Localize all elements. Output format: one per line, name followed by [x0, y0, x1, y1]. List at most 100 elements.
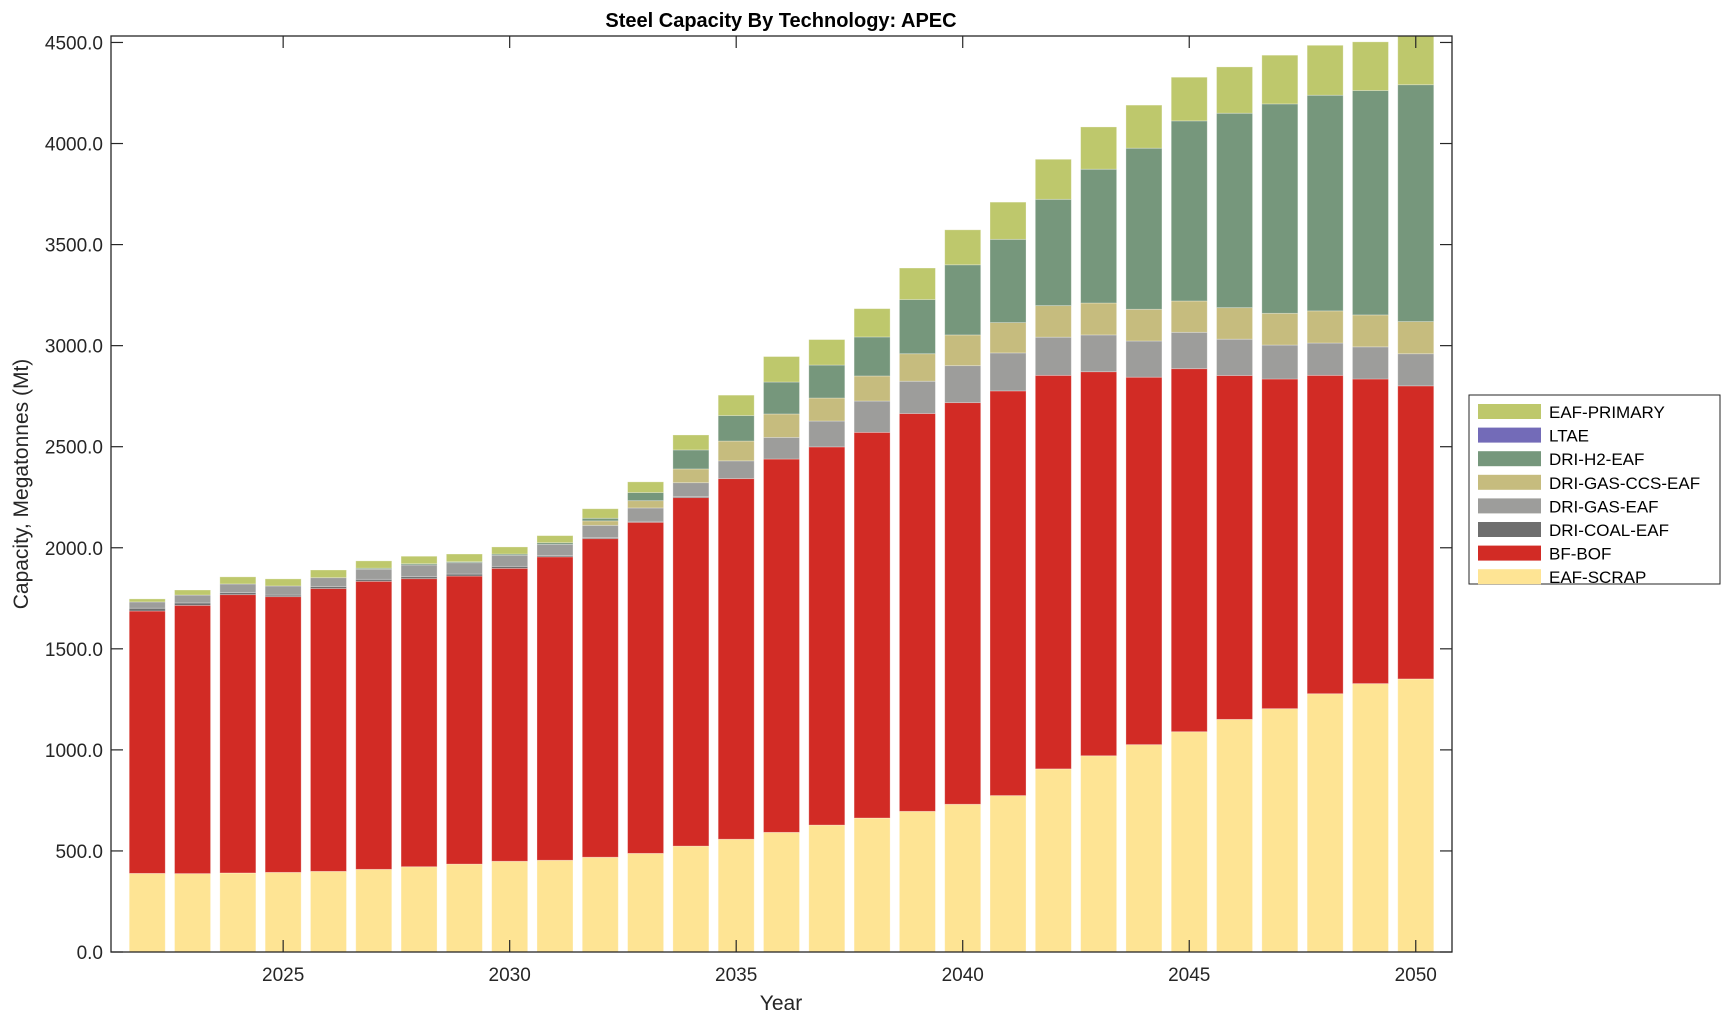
legend-swatch	[1478, 522, 1541, 537]
bar-dri-gas-eaf-2024	[219, 583, 257, 594]
bar-stack-2031	[536, 535, 574, 953]
bar-eaf-scrap-2049	[1352, 683, 1389, 953]
bar-eaf-scrap-2046	[1216, 718, 1253, 953]
bar-eaf-primary-2045	[1170, 76, 1208, 122]
bar-eaf-scrap-2023	[174, 873, 211, 953]
x-tick-label: 2035	[715, 965, 757, 986]
bar-eaf-scrap-2028	[400, 866, 438, 953]
legend-label: DRI-H2-EAF	[1549, 450, 1644, 469]
bar-dri-h2-eaf-2050	[1397, 84, 1435, 322]
bar-bf-bof-2050	[1397, 385, 1435, 680]
bar-dri-h2-eaf-2045	[1170, 120, 1208, 302]
chart-title: Steel Capacity By Technology: APEC	[605, 10, 956, 32]
bar-dri-gas-ccs-eaf-2044	[1125, 308, 1163, 342]
bar-dri-gas-ccs-eaf-2033	[627, 500, 664, 509]
bar-bf-bof-2028	[400, 578, 438, 868]
legend-item-eaf-primary: EAF-PRIMARY	[1478, 403, 1665, 422]
bar-eaf-scrap-2029	[445, 863, 483, 953]
bar-dri-gas-eaf-2050	[1397, 353, 1435, 387]
bar-eaf-scrap-2025	[264, 871, 302, 953]
bar-stack-2038	[853, 308, 891, 953]
legend-label: DRI-GAS-CCS-EAF	[1549, 474, 1700, 493]
x-tick-label: 2045	[1168, 965, 1210, 986]
bar-dri-h2-eaf-2027	[355, 567, 393, 570]
y-axis-label: Capacity, Megatonnes (Mt)	[10, 359, 33, 610]
bar-eaf-primary-2035	[717, 394, 755, 416]
bar-dri-coal-eaf-2022	[128, 607, 166, 612]
bar-eaf-scrap-2045	[1170, 731, 1208, 953]
bar-eaf-primary-2036	[763, 356, 800, 383]
bar-dri-h2-eaf-2033	[627, 492, 664, 502]
x-tick-label: 2025	[262, 965, 304, 986]
bar-eaf-scrap-2034	[672, 845, 710, 953]
bar-bf-bof-2049	[1352, 378, 1389, 684]
bar-dri-h2-eaf-2037	[808, 364, 846, 399]
bar-dri-h2-eaf-2040	[944, 264, 982, 336]
bar-stack-2035	[717, 394, 755, 953]
bar-dri-gas-ccs-eaf-2046	[1216, 307, 1253, 340]
bar-dri-gas-ccs-eaf-2041	[989, 322, 1027, 354]
bar-eaf-primary-2038	[853, 308, 891, 338]
bar-dri-gas-ccs-eaf-2038	[853, 375, 891, 402]
bar-bf-bof-2023	[174, 604, 211, 874]
y-tick-label: 1000.0	[45, 741, 103, 762]
bar-dri-h2-eaf-2042	[1034, 198, 1072, 307]
bar-eaf-primary-2034	[672, 434, 710, 451]
x-tick-label: 2030	[489, 965, 531, 986]
bar-dri-h2-eaf-2046	[1216, 112, 1253, 309]
legend-swatch	[1478, 404, 1541, 419]
bar-bf-bof-2029	[445, 575, 483, 865]
bar-stack-2030	[491, 546, 529, 953]
bar-eaf-primary-2023	[174, 589, 211, 596]
bar-eaf-scrap-2033	[627, 852, 664, 953]
bar-bf-bof-2047	[1261, 378, 1299, 710]
bar-eaf-scrap-2042	[1034, 768, 1072, 953]
legend-label: DRI-GAS-EAF	[1549, 497, 1659, 516]
y-tick-label: 4500.0	[45, 33, 103, 54]
bar-bf-bof-2026	[310, 588, 347, 872]
bar-dri-gas-ccs-eaf-2032	[581, 520, 619, 526]
bar-bf-bof-2032	[581, 538, 619, 858]
legend-swatch	[1478, 498, 1541, 514]
bar-bf-bof-2025	[264, 596, 302, 873]
bar-bf-bof-2037	[808, 446, 846, 826]
bar-dri-gas-ccs-eaf-2050	[1397, 321, 1435, 355]
bar-eaf-primary-2033	[627, 481, 664, 493]
bar-eaf-scrap-2035	[717, 838, 755, 953]
bar-stack-2040	[944, 229, 982, 953]
bar-dri-gas-eaf-2039	[899, 380, 936, 414]
bar-bf-bof-2044	[1125, 376, 1163, 746]
bar-stack-2028	[400, 555, 438, 953]
bar-dri-h2-eaf-2035	[717, 415, 755, 442]
bar-dri-gas-eaf-2025	[264, 585, 302, 596]
bar-eaf-primary-2025	[264, 578, 302, 587]
bar-stack-2048	[1306, 44, 1344, 953]
bar-dri-gas-eaf-2037	[808, 420, 846, 448]
bar-eaf-scrap-2038	[853, 817, 891, 953]
legend-swatch	[1478, 545, 1541, 561]
bar-stack-2036	[763, 356, 800, 953]
bar-eaf-scrap-2047	[1261, 708, 1299, 953]
bar-stack-2026	[310, 569, 347, 953]
bar-stack-2043	[1080, 126, 1118, 953]
bar-stack-2037	[808, 339, 846, 953]
bar-eaf-primary-2048	[1306, 44, 1344, 96]
legend-item-dri-gas-eaf: DRI-GAS-EAF	[1478, 497, 1659, 516]
bar-bf-bof-2045	[1170, 368, 1208, 733]
bar-stack-2044	[1125, 104, 1163, 953]
legend-item-dri-gas-ccs-eaf: DRI-GAS-CCS-EAF	[1478, 474, 1700, 493]
legend-items: EAF-PRIMARY LTAE DRI-H2-EAF DRI-GAS-CCS-EAF…	[1478, 403, 1700, 587]
bar-stack-2042	[1034, 158, 1072, 953]
bar-stack-2046	[1216, 66, 1253, 953]
bar-eaf-primary-2031	[536, 535, 574, 544]
legend-swatch	[1478, 451, 1541, 467]
bar-stack-2032	[581, 508, 619, 953]
y-tick-label: 2500.0	[45, 438, 103, 459]
bar-bf-bof-2040	[944, 402, 982, 805]
bar-dri-gas-eaf-2032	[581, 524, 619, 539]
bar-bf-bof-2022	[128, 610, 166, 874]
bar-bf-bof-2041	[989, 390, 1027, 796]
bar-dri-gas-eaf-2046	[1216, 338, 1253, 376]
bar-dri-gas-ccs-eaf-2048	[1306, 310, 1344, 344]
